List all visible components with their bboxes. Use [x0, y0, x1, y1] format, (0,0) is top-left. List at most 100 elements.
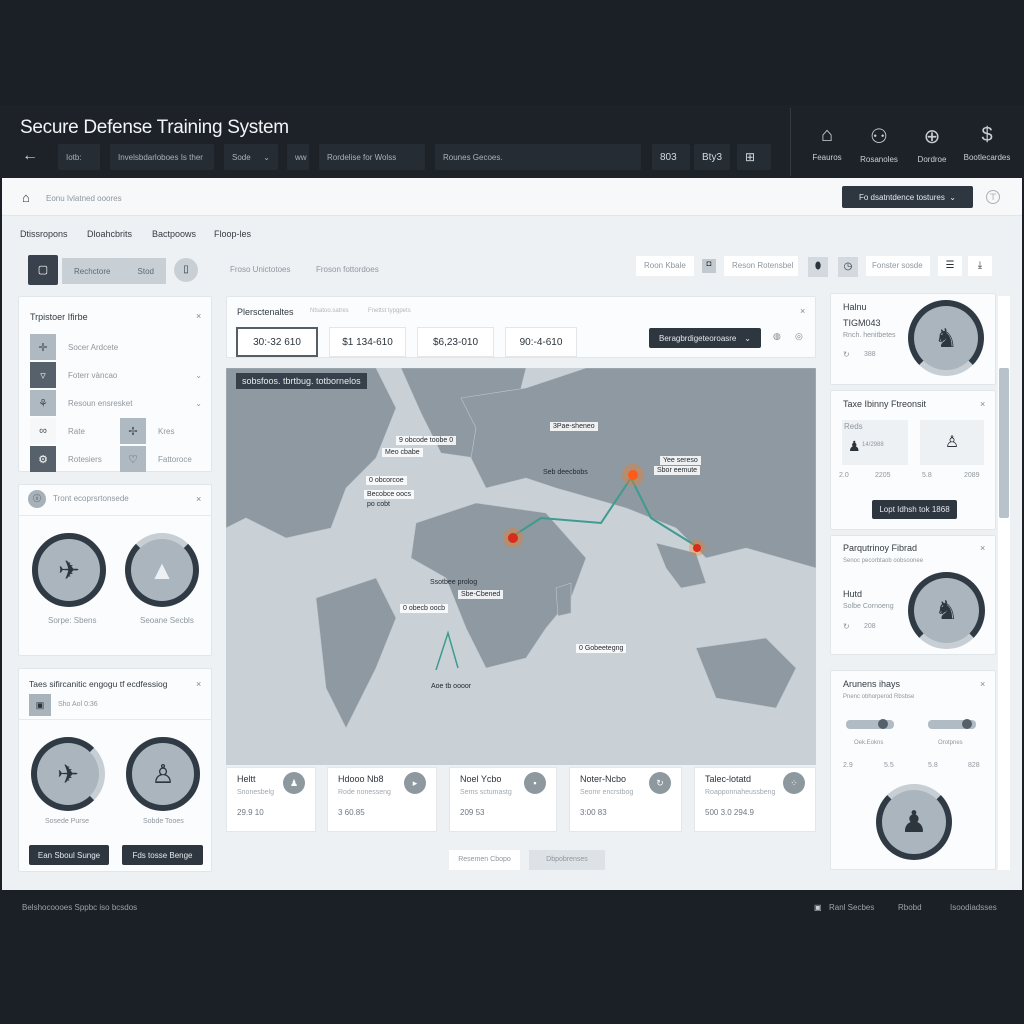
tab-dtissropons[interactable]: Dtissropons — [20, 229, 68, 239]
world-map[interactable] — [226, 368, 816, 765]
map-label[interactable]: Meo cbabe — [382, 448, 423, 457]
list-item[interactable]: ⚘ Resoun ensresket ⌄ — [30, 390, 210, 416]
metric-card[interactable]: Talec-lotatd Roapponnaheussbeng 500 3.0 29… — [694, 767, 816, 832]
calendar-icon[interactable]: ▢ — [28, 255, 58, 285]
change-button[interactable]: Fds tosse Benge — [122, 845, 203, 865]
filter-select[interactable]: Rechctore Stod — [62, 258, 166, 284]
toolbar-field-4[interactable]: ww — [287, 144, 309, 170]
stat-value[interactable]: 30:-32 610 — [236, 327, 318, 357]
close-icon[interactable]: × — [196, 311, 202, 321]
header-nav-dordroe[interactable]: ⊕ Dordroe — [907, 124, 957, 164]
tab-bactpoows[interactable]: Bactpoows — [152, 229, 197, 239]
unit-tile[interactable] — [842, 420, 908, 465]
soldier-icon[interactable]: ♙ — [920, 420, 984, 465]
download-icon[interactable]: ⤓ — [968, 256, 992, 276]
tab-dloahcbrits[interactable]: Dloahcbrits — [87, 229, 133, 239]
map-label[interactable]: 0 obecb oocb — [400, 604, 449, 613]
soldier-avatar[interactable]: ♟ — [876, 784, 952, 860]
close-icon[interactable]: × — [800, 306, 806, 316]
filter-select-right-1[interactable]: Roon Kbale — [636, 256, 694, 276]
warning-icon[interactable]: ▲ — [125, 533, 199, 607]
soldier-icon[interactable]: ♙ — [126, 737, 200, 811]
toolbar-select-2[interactable]: Rordelise for Wolss — [319, 144, 425, 170]
slider-1[interactable] — [846, 719, 894, 729]
square-icon[interactable]: ◘ — [702, 259, 716, 273]
close-icon[interactable]: × — [196, 494, 202, 504]
toolbar-button-1[interactable]: 803 — [652, 144, 690, 170]
tab-floop-les[interactable]: Floop-les — [214, 229, 252, 239]
stat-value[interactable]: $1 134-610 — [329, 327, 406, 357]
operator-avatar[interactable]: ♞ — [908, 300, 984, 376]
map-label[interactable]: 0 Gobeetegng — [576, 644, 627, 653]
map-label[interactable]: 9 obcode toobe 0 — [396, 436, 457, 445]
load-button[interactable]: Lopt Idhsh tok 1868 — [872, 500, 957, 519]
back-button[interactable]: ← — [22, 147, 38, 164]
tab[interactable]: Fnettst typgpets — [368, 308, 411, 314]
toolbar-button-2[interactable]: Bty3 — [694, 144, 730, 170]
map-label[interactable]: 3Pae-sheneo — [550, 422, 598, 431]
footer-link-2[interactable]: Rbobd — [898, 903, 922, 912]
filter-link-1[interactable]: Froso Unictotoes — [230, 265, 291, 274]
filter-link-2[interactable]: Froson fottordoes — [316, 265, 379, 274]
soldier-avatar[interactable]: ♞ — [908, 572, 985, 649]
header-nav-rosanoles[interactable]: ⚇ Rosanoles — [854, 124, 904, 164]
header-nav-feauros[interactable]: ⌂ Feauros — [802, 124, 852, 162]
settings-icon[interactable]: ⊤ — [986, 190, 1000, 204]
dropdown[interactable]: Beragbrdigeteoroasre ⌄ — [649, 328, 761, 348]
breadcrumb[interactable]: Eonu Ivlatned ooores — [46, 194, 122, 203]
map-label[interactable]: po cobt — [367, 501, 390, 508]
footer-link-1[interactable]: Ranl Secbes — [829, 903, 875, 912]
slider-2[interactable] — [928, 719, 976, 729]
device-icon[interactable]: ▯ — [174, 258, 198, 282]
map-label[interactable]: Sbe-Cbened — [458, 590, 504, 599]
slider-handle[interactable] — [878, 719, 889, 729]
resume-button[interactable]: Resemen Cbopo — [449, 850, 520, 870]
dispatch-button[interactable]: Dbpobrenses — [529, 850, 605, 870]
filter-select-right-2[interactable]: Reson Rotensbel — [724, 256, 798, 276]
map-label[interactable]: Becobce oocs — [364, 490, 414, 499]
clock-icon[interactable]: ◷ — [838, 257, 858, 277]
metric-card[interactable]: Hdooo Nb8 Rode nonesseng 3 60.85 ▸ — [327, 767, 437, 832]
filter-select-right-3[interactable]: Fonster sosde — [866, 256, 930, 276]
breadcrumb-action-button[interactable]: Fo dsatntdence tostures ⌄ — [842, 186, 973, 208]
refresh-icon[interactable]: ◍ — [773, 331, 781, 341]
drone-icon[interactable]: ✈ — [32, 533, 106, 607]
list-icon[interactable]: ☰ — [938, 256, 962, 276]
grid-item[interactable]: ✢ Kres — [120, 418, 210, 444]
toolbar-search-input[interactable]: Rounes Gecoes. — [435, 144, 641, 170]
slider-handle[interactable] — [962, 719, 973, 729]
map-label[interactable]: 0 obcorcoe — [366, 476, 407, 485]
scrollbar-thumb[interactable] — [999, 368, 1009, 518]
grid-item[interactable]: ♡ Fattoroce — [120, 446, 210, 472]
map-label[interactable]: Sbor eemute — [654, 466, 701, 475]
tab-active[interactable]: Plersctenaltes — [237, 307, 294, 317]
options-icon[interactable]: ◎ — [795, 331, 803, 341]
stat-value[interactable]: $6,23-010 — [417, 327, 494, 357]
list-item[interactable]: ▿ Foterr vàncao ⌄ — [30, 362, 210, 388]
map-label[interactable]: Seb deecbobs — [543, 469, 588, 476]
start-button[interactable]: Ean Sboul Sunge — [29, 845, 109, 865]
close-icon[interactable]: × — [980, 543, 986, 553]
metric-card[interactable]: Noter-Ncbo Seomr encrstbog 3:00 83 ↻ — [569, 767, 682, 832]
metric-card[interactable]: Noel Ycbo Sems sctumastg 209 53 ▪ — [449, 767, 557, 832]
grid-item[interactable]: ∞ Rate — [30, 418, 120, 444]
tab[interactable]: Ntsatoo.satres — [310, 308, 349, 314]
home-icon[interactable]: ⌂ — [22, 190, 30, 205]
toolbar-select-1[interactable]: Sode ⌄ — [224, 144, 278, 170]
grid-item[interactable]: ⚙ Rotesiers — [30, 446, 120, 472]
list-item[interactable]: ✛ Socer Ardcete — [30, 334, 210, 360]
footer-link-3[interactable]: Isoodiadsses — [950, 903, 997, 912]
grid-icon[interactable]: ⊞ — [737, 144, 771, 170]
map-label[interactable]: Ssotbee prolog — [430, 579, 478, 586]
metric-card[interactable]: Heltt Snonesbelg 29.9 10 ♟ — [226, 767, 316, 832]
map-label[interactable]: Yee sereso — [660, 456, 701, 465]
stat-value[interactable]: 90:-4-610 — [505, 327, 577, 357]
close-icon[interactable]: × — [980, 399, 986, 409]
header-nav-bootlecardes[interactable]: $ Bootlecardes — [962, 124, 1012, 162]
aircraft-icon[interactable]: ✈ — [31, 737, 105, 811]
toolbar-field-1[interactable]: Iotb: — [58, 144, 100, 170]
shield-icon[interactable]: ⬮ — [808, 257, 828, 277]
close-icon[interactable]: × — [980, 679, 986, 689]
close-icon[interactable]: × — [196, 679, 202, 689]
toolbar-field-2[interactable]: Invelsbdarloboes Is ther — [110, 144, 214, 170]
